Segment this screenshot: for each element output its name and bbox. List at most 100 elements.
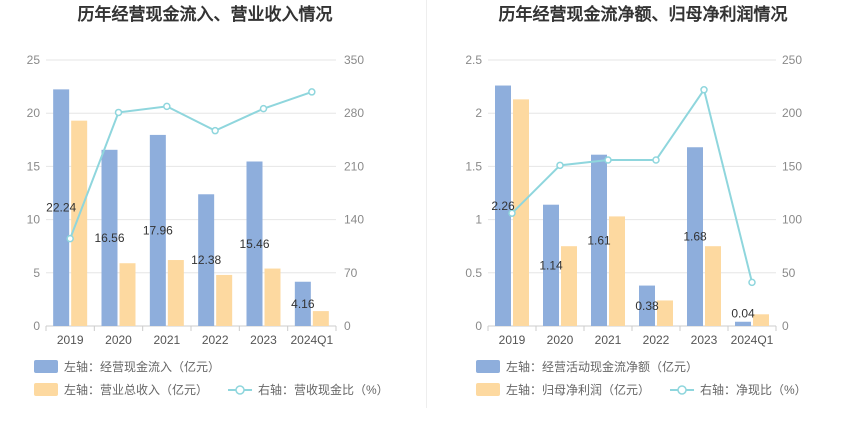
line-point[interactable] — [556, 161, 564, 170]
bar-secondary[interactable] — [216, 274, 233, 326]
chart-title: 历年经营现金流净额、归母净利润情况 — [499, 4, 788, 24]
bar-secondary[interactable] — [561, 246, 577, 326]
right-axis-tick-label: 280 — [344, 106, 364, 120]
x-tick-label: 2021 — [595, 333, 622, 347]
line-point[interactable] — [308, 88, 316, 96]
line-point[interactable] — [508, 209, 516, 217]
bar-primary[interactable] — [495, 85, 511, 326]
data-label: 17.96 — [143, 223, 173, 237]
left-axis-tick-label: 10 — [27, 213, 41, 227]
bar-secondary[interactable] — [609, 216, 625, 326]
legend-label[interactable]: 右轴：净现比（%） — [700, 382, 807, 397]
panel-divider — [426, 0, 427, 408]
data-label: 0.04 — [731, 307, 755, 321]
data-label: 1.68 — [683, 230, 707, 244]
bar-primary[interactable] — [246, 161, 263, 326]
bar-secondary[interactable] — [167, 260, 184, 326]
bar-primary[interactable] — [53, 89, 70, 327]
legend-label[interactable]: 左轴：经营现金流入（亿元） — [64, 359, 220, 374]
left-axis-tick-label: 0 — [475, 319, 482, 333]
bar-secondary[interactable] — [705, 246, 721, 326]
legend-swatch[interactable] — [476, 360, 500, 373]
bar-secondary[interactable] — [71, 120, 88, 326]
left-axis-tick-label: 20 — [27, 106, 41, 120]
legend-line-marker — [235, 385, 245, 395]
right-axis-tick-label: 70 — [344, 266, 358, 280]
line-point[interactable] — [604, 156, 612, 164]
left-axis-tick-label: 2 — [475, 106, 482, 120]
bar-primary[interactable] — [543, 204, 559, 326]
chart-1: 历年经营现金流入、营业收入情况 0 0 5 70 10 140 15 210 20 280 25 350… — [27, 4, 389, 397]
bar-primary[interactable] — [198, 194, 215, 326]
right-axis-tick-label: 0 — [344, 319, 351, 333]
x-tick-label: 2019 — [57, 333, 84, 347]
data-label: 1.61 — [587, 233, 611, 247]
bar-secondary[interactable] — [657, 300, 673, 326]
x-tick-label: 2024Q1 — [290, 333, 333, 347]
right-axis-tick-label: 50 — [782, 266, 796, 280]
legend-label[interactable]: 右轴：营收现金比（%） — [258, 382, 389, 397]
left-axis-tick-label: 5 — [33, 266, 40, 280]
data-label: 16.56 — [94, 231, 124, 245]
right-axis-tick-label: 0 — [782, 319, 789, 333]
line-point[interactable] — [700, 86, 708, 94]
legend-swatch[interactable] — [476, 383, 500, 396]
legend-label[interactable]: 左轴：归母净利润（亿元） — [506, 382, 650, 397]
legend-line-marker — [677, 385, 687, 395]
right-axis-tick-label: 250 — [782, 53, 802, 67]
x-tick-label: 2020 — [547, 333, 574, 347]
legend-swatch[interactable] — [34, 383, 58, 396]
x-tick-label: 2019 — [499, 333, 526, 347]
bar-primary[interactable] — [101, 149, 118, 326]
line-point[interactable] — [66, 234, 74, 243]
bar-primary[interactable] — [639, 285, 655, 326]
line-point[interactable] — [259, 104, 268, 113]
left-axis-tick-label: 25 — [27, 53, 41, 67]
bar-primary[interactable] — [591, 154, 607, 326]
right-axis-tick-label: 350 — [344, 53, 364, 67]
data-label: 15.46 — [239, 237, 269, 251]
legend-swatch[interactable] — [34, 360, 58, 373]
bar-primary[interactable] — [687, 147, 703, 326]
bar-primary[interactable] — [149, 134, 166, 326]
x-tick-label: 2023 — [250, 333, 277, 347]
line-point[interactable] — [748, 278, 756, 287]
bar-secondary[interactable] — [119, 263, 136, 326]
x-tick-label: 2021 — [153, 333, 180, 347]
legend-label[interactable]: 左轴：营业总收入（亿元） — [64, 382, 208, 397]
data-label: 22.24 — [46, 201, 76, 215]
x-tick-label: 2024Q1 — [731, 333, 774, 347]
line-point[interactable] — [163, 102, 171, 111]
line-point[interactable] — [211, 126, 219, 135]
line-point[interactable] — [114, 108, 123, 117]
legend-label[interactable]: 左轴：经营活动现金流净额（亿元） — [506, 359, 698, 374]
bar-secondary[interactable] — [753, 314, 769, 326]
bar-secondary[interactable] — [513, 99, 529, 326]
x-tick-label: 2020 — [105, 333, 132, 347]
data-label: 12.38 — [191, 253, 221, 267]
bar-primary[interactable] — [735, 321, 751, 326]
data-label: 0.38 — [635, 299, 659, 313]
x-tick-label: 2022 — [643, 333, 670, 347]
bar-primary[interactable] — [294, 281, 311, 326]
right-axis-tick-label: 100 — [782, 213, 802, 227]
line-series — [511, 87, 753, 283]
bar-secondary[interactable] — [312, 311, 329, 326]
line-series — [69, 90, 313, 239]
data-label: 2.26 — [491, 199, 515, 213]
left-axis-tick-label: 0 — [33, 319, 40, 333]
left-axis-tick-label: 0.5 — [465, 266, 482, 280]
right-axis-tick-label: 150 — [782, 159, 802, 173]
left-axis-tick-label: 2.5 — [465, 53, 482, 67]
right-axis-tick-label: 200 — [782, 106, 802, 120]
left-axis-tick-label: 1 — [475, 213, 482, 227]
chart-title: 历年经营现金流入、营业收入情况 — [78, 4, 333, 24]
right-axis-tick-label: 140 — [344, 213, 364, 227]
left-axis-tick-label: 1.5 — [465, 159, 482, 173]
x-tick-label: 2022 — [202, 333, 229, 347]
line-point[interactable] — [652, 156, 660, 164]
bar-secondary[interactable] — [264, 268, 281, 326]
x-tick-label: 2023 — [691, 333, 718, 347]
